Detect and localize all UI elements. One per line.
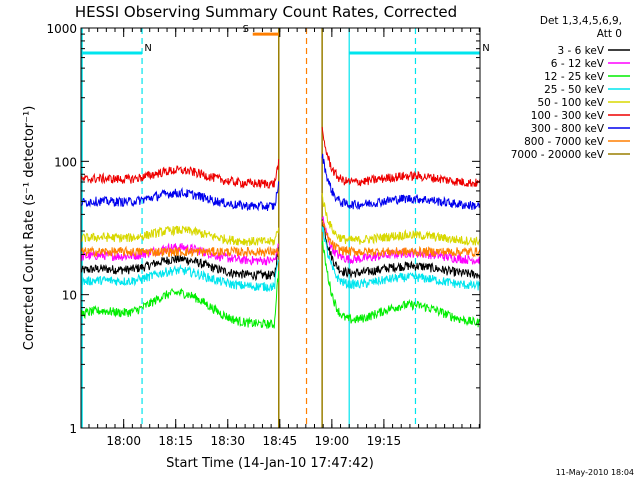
plot-area: N S N bbox=[80, 24, 490, 428]
x-tick-label: 18:15 bbox=[158, 434, 193, 448]
x-axis-label: Start Time (14-Jan-10 17:47:42) bbox=[166, 456, 374, 471]
series-line-7-pre bbox=[80, 245, 280, 258]
series-line-3-pre bbox=[80, 259, 280, 293]
legend-entry-label: 6 - 12 keV bbox=[551, 58, 605, 70]
x-axis: 18:00 18:15 18:30 18:45 19:00 19:15 bbox=[88, 28, 480, 448]
legend-entry-label: 3 - 6 keV bbox=[557, 45, 604, 57]
series-line-5-pre bbox=[80, 159, 280, 189]
legend-entry-label: 7000 - 20000 keV bbox=[511, 149, 605, 161]
series-line-4-pre bbox=[80, 225, 280, 246]
plot-frame bbox=[80, 27, 481, 429]
series-line-0-post bbox=[321, 219, 481, 280]
annotation-label-2: N bbox=[482, 43, 489, 54]
y-tick-label: 100 bbox=[54, 155, 77, 169]
y-tick-label: 1 bbox=[69, 422, 77, 436]
series-line-2-post bbox=[321, 240, 481, 328]
series-line-0-pre bbox=[80, 247, 280, 282]
legend-header: Det 1,3,4,5,6,9, bbox=[540, 15, 622, 27]
series-line-5-post bbox=[321, 126, 481, 188]
legend-entry-label: 300 - 800 keV bbox=[531, 123, 605, 135]
series-line-4-post bbox=[321, 193, 481, 246]
date-stamp: 11-May-2010 18:04 bbox=[556, 468, 634, 477]
series-line-2-pre bbox=[80, 270, 280, 329]
annotation-label-0: N bbox=[144, 43, 151, 54]
x-tick-label: 19:15 bbox=[367, 434, 402, 448]
annotation-label-1: S bbox=[243, 24, 249, 35]
series-line-6-pre bbox=[80, 181, 280, 212]
series-line-1-post bbox=[321, 215, 481, 265]
y-axis-label: Corrected Count Rate (s⁻¹ detector⁻¹) bbox=[22, 106, 37, 351]
series-line-1-pre bbox=[80, 242, 280, 266]
y-axis: 1000 100 10 1 bbox=[46, 22, 480, 436]
x-tick-label: 18:00 bbox=[106, 434, 141, 448]
y-tick-label: 1000 bbox=[46, 22, 77, 36]
chart-title: HESSI Observing Summary Count Rates, Cor… bbox=[75, 3, 457, 21]
x-tick-label: 18:45 bbox=[263, 434, 298, 448]
series-line-3-post bbox=[321, 226, 481, 291]
series-line-6-post bbox=[321, 153, 481, 211]
legend-header: Att 0 bbox=[597, 28, 622, 40]
x-tick-label: 18:30 bbox=[210, 434, 245, 448]
series-line-7-post bbox=[321, 220, 481, 258]
y-tick-label: 10 bbox=[62, 289, 77, 303]
x-tick-label: 19:00 bbox=[315, 434, 350, 448]
legend-entry-label: 50 - 100 keV bbox=[537, 97, 604, 109]
legend-entry-label: 12 - 25 keV bbox=[544, 71, 605, 83]
legend-entry-label: 100 - 300 keV bbox=[531, 110, 605, 122]
legend-entry-label: 800 - 7000 keV bbox=[524, 136, 605, 148]
legend-entry-label: 25 - 50 keV bbox=[544, 84, 605, 96]
